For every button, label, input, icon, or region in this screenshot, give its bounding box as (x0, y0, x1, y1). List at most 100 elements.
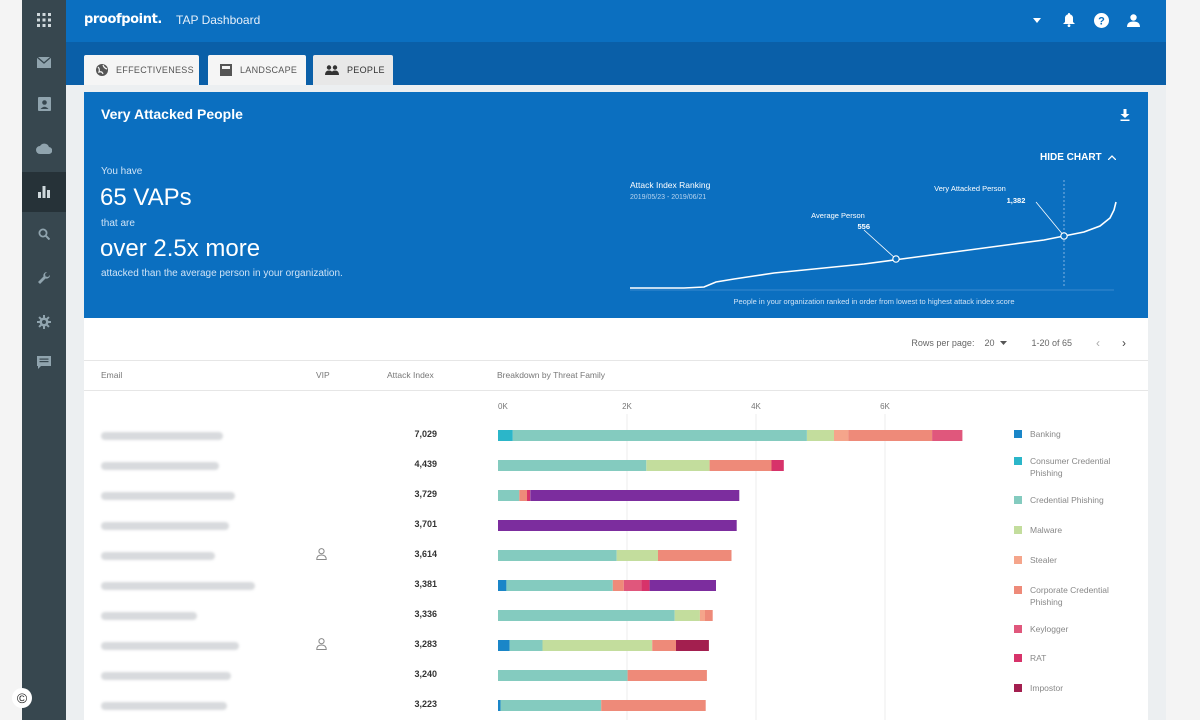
download-icon[interactable] (1120, 108, 1130, 126)
bar-segment[interactable] (807, 430, 835, 441)
bar-segment[interactable] (674, 610, 700, 621)
search-icon[interactable] (22, 214, 66, 254)
table-row[interactable]: 3,223 (84, 691, 1148, 721)
bar-segment[interactable] (612, 580, 624, 591)
bar-segment[interactable] (616, 550, 658, 561)
legend-label: Banking (1030, 429, 1061, 439)
bar-segment[interactable] (705, 610, 713, 621)
gear-icon[interactable] (22, 302, 66, 342)
next-page-icon[interactable]: › (1122, 336, 1126, 350)
bar-segment[interactable] (512, 430, 807, 441)
bar-segment[interactable] (498, 610, 675, 621)
email-redacted[interactable] (101, 642, 239, 650)
rows-per-page-label: Rows per page: (911, 338, 975, 348)
svg-text:?: ? (1098, 15, 1105, 27)
bar-segment[interactable] (498, 640, 510, 651)
bar-segment[interactable] (498, 520, 737, 531)
vip-person-icon (316, 637, 327, 655)
bell-icon[interactable] (1060, 10, 1078, 30)
bar-segment[interactable] (527, 490, 531, 501)
prev-page-icon[interactable]: ‹ (1096, 336, 1100, 350)
bar-segment[interactable] (498, 550, 617, 561)
tab-effectiveness[interactable]: EFFECTIVENESS (84, 55, 199, 85)
bar-segment[interactable] (658, 550, 732, 561)
hide-chart-button[interactable]: HIDE CHART (1040, 152, 1116, 163)
user-account-icon[interactable] (1124, 10, 1142, 30)
legend-item: Consumer Credential Phishing (1014, 455, 1118, 479)
bar-segment[interactable] (646, 460, 710, 471)
bar-segment[interactable] (530, 490, 740, 501)
bar-segment[interactable] (652, 640, 677, 651)
vap-summary-panel: Very Attacked People You have 65 VAPs th… (84, 92, 1148, 318)
table-row[interactable]: 3,701 (84, 511, 1148, 541)
table-row[interactable]: 3,240 (84, 661, 1148, 691)
mail-icon[interactable] (22, 42, 66, 82)
table-row[interactable]: 4,439 (84, 451, 1148, 481)
bar-segment[interactable] (498, 490, 520, 501)
contacts-icon[interactable] (22, 84, 66, 124)
bar-segment[interactable] (506, 580, 613, 591)
tab-people[interactable]: PEOPLE (313, 55, 393, 85)
col-header-email[interactable]: Email (101, 370, 123, 380)
top-actions: ? (1028, 10, 1142, 30)
wrench-icon[interactable] (22, 258, 66, 298)
bar-segment[interactable] (498, 430, 513, 441)
table-row[interactable]: 3,614 (84, 541, 1148, 571)
col-header-breakdown: Breakdown by Threat Family (497, 370, 606, 380)
bar-segment[interactable] (649, 580, 716, 591)
bar-segment[interactable] (623, 580, 642, 591)
email-redacted[interactable] (101, 432, 223, 440)
bar-segment[interactable] (834, 430, 849, 441)
email-redacted[interactable] (101, 672, 231, 680)
legend-swatch (1014, 625, 1022, 633)
table-row[interactable]: 3,336 (84, 601, 1148, 631)
table-row[interactable]: 3,381 (84, 571, 1148, 601)
legend-label: Consumer Credential Phishing (1030, 456, 1111, 478)
dropdown-caret-icon[interactable] (1028, 10, 1046, 30)
top-bar: proofpoint. TAP Dashboard ? (66, 0, 1166, 42)
bar-segment[interactable] (641, 580, 650, 591)
table-row[interactable]: 3,283 (84, 631, 1148, 661)
help-icon[interactable]: ? (1092, 10, 1110, 30)
email-redacted[interactable] (101, 552, 215, 560)
proofpoint-logo[interactable]: proofpoint. (84, 12, 162, 27)
bar-segment[interactable] (848, 430, 933, 441)
tab-landscape[interactable]: LANDSCAPE (208, 55, 306, 85)
bar-segment[interactable] (519, 490, 527, 501)
legend-item: Stealer (1014, 554, 1118, 566)
bar-segment[interactable] (509, 640, 543, 651)
bar-segment[interactable] (676, 640, 709, 651)
bar-segment[interactable] (771, 460, 784, 471)
rows-per-page-value: 20 (984, 338, 995, 348)
table-row[interactable]: 7,029 (84, 421, 1148, 451)
cloud-icon[interactable] (22, 128, 66, 168)
table-row[interactable]: 3,729 (84, 481, 1148, 511)
email-redacted[interactable] (101, 582, 255, 590)
legend-swatch (1014, 430, 1022, 438)
email-redacted[interactable] (101, 702, 227, 710)
message-icon[interactable] (22, 342, 66, 382)
bar-segment[interactable] (498, 460, 647, 471)
bar-segment[interactable] (627, 670, 707, 681)
bar-segment[interactable] (498, 580, 507, 591)
rows-per-page-select[interactable]: 20 (984, 338, 1008, 348)
bar-segment[interactable] (699, 610, 706, 621)
email-redacted[interactable] (101, 612, 197, 620)
col-header-attack-index[interactable]: Attack Index (387, 370, 434, 380)
legend-label: Stealer (1030, 555, 1057, 565)
bar-segment[interactable] (932, 430, 963, 441)
apps-grid-icon[interactable] (22, 0, 66, 40)
legend-item: Corporate Credential Phishing (1014, 584, 1118, 608)
bar-segment[interactable] (498, 700, 501, 711)
col-header-vip[interactable]: VIP (316, 370, 330, 380)
bar-segment[interactable] (601, 700, 706, 711)
bar-chart-icon[interactable] (22, 172, 66, 212)
bar-segment[interactable] (498, 670, 628, 681)
email-redacted[interactable] (101, 462, 219, 470)
bar-segment[interactable] (709, 460, 772, 471)
bar-segment[interactable] (500, 700, 602, 711)
attack-index-value: 3,223 (414, 699, 437, 709)
email-redacted[interactable] (101, 522, 229, 530)
bar-segment[interactable] (542, 640, 653, 651)
email-redacted[interactable] (101, 492, 235, 500)
